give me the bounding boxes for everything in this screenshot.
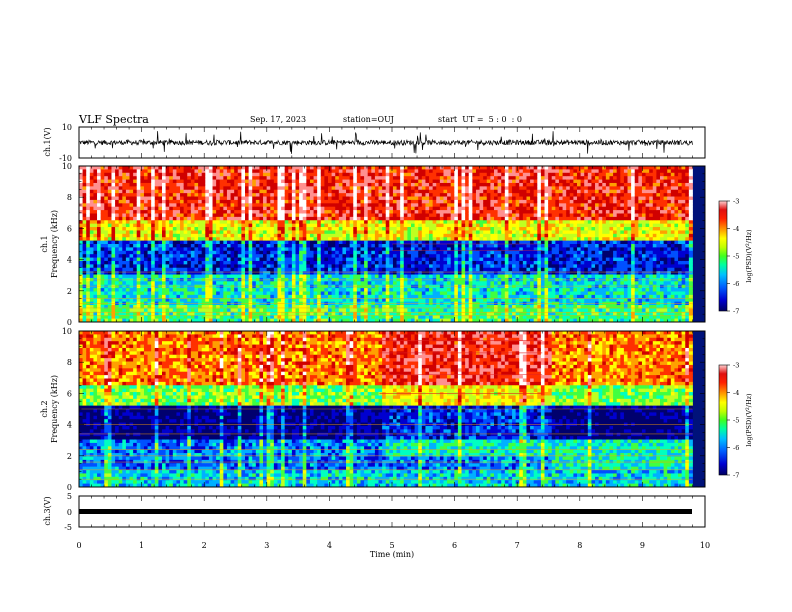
x-tick-label-8: 8 [577,541,582,550]
ch1-ylabel: ch.1(V) [43,127,52,156]
x-tick-label-7: 7 [515,541,520,550]
ch2-spec-ytick-2: 2 [67,452,72,461]
colorbar-ch2-tick--7: -7 [733,472,739,480]
ch3-ytick-mid: 0 [67,508,72,517]
ch3-ytick-top: 5 [67,492,72,501]
waveform-ch1-trace [78,131,693,154]
spectrogram-ch2-panel: 0 2 4 6 8 10 ch.2 Frequency (kHz) [40,327,706,492]
ch1-spec-ylabel-line2: Frequency (kHz) [50,210,59,278]
x-tick-label-5: 5 [389,541,394,550]
ch2-spec-ytick-0: 0 [67,483,72,492]
colorbar-ch2-tick--6: -6 [733,444,739,452]
colorbar-ch1-scale [718,200,728,312]
ch1-ytick-bottom: -10 [59,154,72,163]
ch2-spec-ytick-8: 8 [67,358,72,367]
x-tick-label-3: 3 [264,541,269,550]
waveform-ch1-line [78,131,693,154]
colorbar-ch2-tick--5: -5 [733,417,739,425]
ch1-spec-ytick-4: 4 [67,256,72,265]
colorbar-ch2-label: log(PSD)(V2/Hz) [745,393,754,447]
ch1-spec-ytick-8: 8 [67,193,72,202]
x-tick-label-10: 10 [700,541,710,550]
colorbar-ch2-tick--4: -4 [733,389,739,397]
ch1-spec-ylabel-line1: ch.1 [40,235,49,252]
ch1-spec-ytick-10: 10 [62,162,72,171]
ch1-spec-ytick-2: 2 [67,287,72,296]
ch2-spec-ylabel-line2: Frequency (kHz) [50,375,59,443]
x-tick-label-1: 1 [139,541,144,550]
waveform-ch3-panel: 5 0 -5 ch.3(V) [43,492,706,532]
colorbar-ch2-tick--3: -3 [733,362,739,370]
ch2-spec-ylabel-line1: ch.2 [40,400,49,417]
colorbar-ch1: -3 -4 -5 -6 -7 log(PSD)(V2/Hz) [718,198,754,316]
x-axis-tick-labels: 0 1 2 3 4 5 6 7 8 9 10 [76,541,710,550]
x-axis-label: Time (min) [370,550,414,559]
colorbar-ch1-label: log(PSD)(V2/Hz) [745,229,754,283]
colorbar-ch1-tick--7: -7 [733,308,739,316]
colorbar-ch1-tick--4: -4 [733,225,739,233]
ch2-spec-ytick-6: 6 [67,389,72,398]
station-label: station=OUJ [343,115,394,124]
colorbar-ch1-tick--3: -3 [733,198,739,206]
x-tick-label-2: 2 [202,541,207,550]
ch1-spec-ytick-0: 0 [67,318,72,327]
colorbar-ch2: -3 -4 -5 -6 -7 log(PSD)(V2/Hz) [718,362,754,480]
colorbar-ch1-tick--6: -6 [733,280,739,288]
colorbar-ch1-tick--5: -5 [733,253,739,261]
x-tick-label-0: 0 [76,541,81,550]
date-label: Sep. 17, 2023 [250,115,307,124]
start-time-label: start UT = 5 : 0 : 0 [438,115,522,124]
x-tick-label-6: 6 [452,541,457,550]
ch1-spec-ytick-6: 6 [67,224,72,233]
waveform-ch3-trace [79,509,692,514]
x-tick-label-4: 4 [327,541,332,550]
ch2-spec-ytick-4: 4 [67,421,72,430]
ch3-ytick-bottom: -5 [64,523,72,532]
spectrogram-ch1-panel: 0 2 4 6 8 10 ch.1 Frequency (kHz) [40,162,706,327]
ch2-spec-ytick-10: 10 [62,327,72,336]
x-tick-label-9: 9 [640,541,645,550]
chart-title: VLF Spectra [79,113,149,126]
colorbar-ch2-scale [718,364,728,476]
ch3-ylabel: ch.3(V) [43,496,52,525]
waveform-ch1-panel: 10 -10 ch.1(V) [43,123,706,163]
ch1-ytick-top: 10 [62,123,72,132]
waveform-ch1-ticks [78,127,706,158]
